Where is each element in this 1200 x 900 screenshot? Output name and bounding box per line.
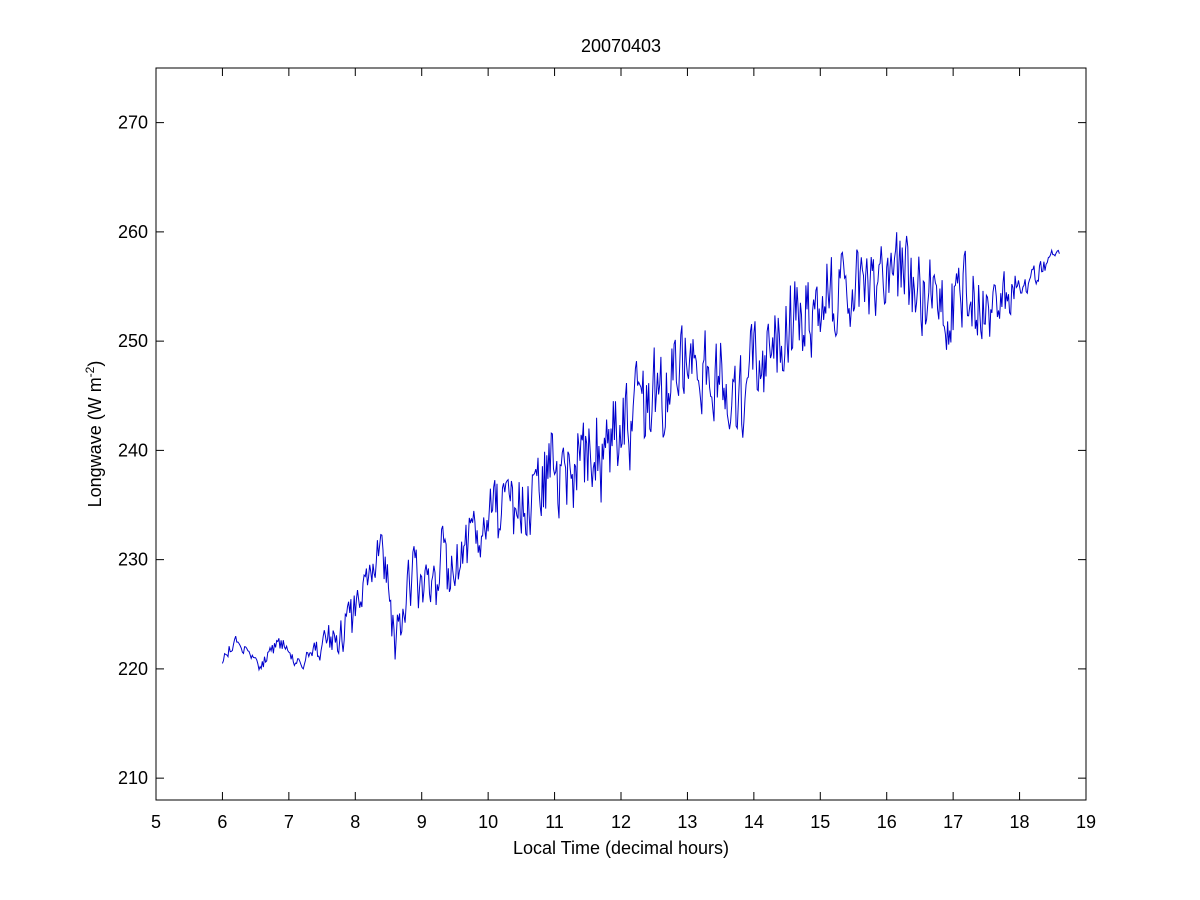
y-tick-label: 250 (118, 331, 148, 351)
longwave-series-line (221, 232, 1060, 672)
x-tick-label: 19 (1076, 812, 1096, 832)
x-tick-label: 18 (1010, 812, 1030, 832)
x-tick-label: 6 (217, 812, 227, 832)
y-axis-title-exponent: -2 (83, 366, 97, 377)
y-tick-label: 270 (118, 113, 148, 133)
x-tick-label: 12 (611, 812, 631, 832)
chart-title: 20070403 (581, 36, 661, 56)
axes-frame (155, 67, 1087, 801)
y-tick-label: 210 (118, 768, 148, 788)
series-layer (221, 232, 1060, 672)
y-tick-label: 220 (118, 659, 148, 679)
x-tick-label: 15 (810, 812, 830, 832)
x-axis-title: Local Time (decimal hours) (513, 838, 729, 858)
y-axis-ticks: 210 220 230 240 250 260 270 (118, 113, 1086, 788)
y-axis-title-main: Longwave (W m (85, 377, 105, 507)
plot-area (156, 68, 1086, 800)
x-tick-label: 17 (943, 812, 963, 832)
y-tick-label: 240 (118, 440, 148, 460)
x-tick-label: 11 (545, 812, 564, 832)
x-tick-label: 8 (350, 812, 360, 832)
y-tick-label: 230 (118, 550, 148, 570)
x-tick-label: 5 (151, 812, 161, 832)
x-tick-label: 16 (877, 812, 897, 832)
x-axis-ticks: 5 6 7 8 9 10 11 12 13 14 15 16 17 18 19 (151, 68, 1096, 832)
y-axis-title: Longwave (W m-2) (83, 361, 105, 508)
y-axis-title-suffix: ) (85, 361, 105, 367)
x-tick-label: 14 (744, 812, 764, 832)
x-tick-label: 9 (417, 812, 427, 832)
x-tick-label: 13 (677, 812, 697, 832)
x-tick-label: 7 (284, 812, 294, 832)
y-tick-label: 260 (118, 222, 148, 242)
x-tick-label: 10 (478, 812, 498, 832)
